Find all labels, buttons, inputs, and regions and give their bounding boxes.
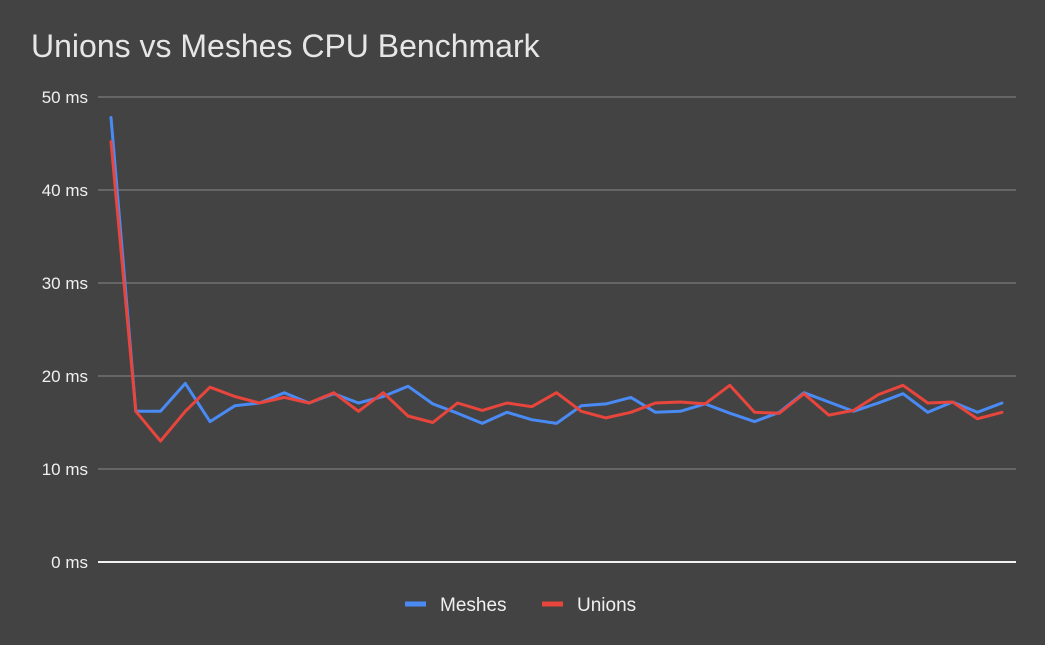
data-point [555,391,559,395]
y-tick-label: 0 ms [51,553,88,572]
data-point [332,391,336,395]
y-axis-ticks: 0 ms 10 ms 20 ms 30 ms 40 ms 50 ms [42,88,88,572]
series-unions [109,140,1004,443]
data-point [282,391,286,395]
data-point [208,385,212,389]
data-point [530,405,534,409]
data-point [975,410,979,414]
data-point [357,409,361,413]
data-point [753,420,757,424]
legend-swatch [405,601,426,607]
data-point [480,421,484,425]
data-point [728,383,732,387]
data-point [629,410,633,414]
data-point [579,404,583,408]
data-point [505,401,509,405]
data-point [134,409,138,413]
y-tick-label: 50 ms [42,88,88,107]
data-point [926,401,930,405]
data-point [233,394,237,398]
y-tick-label: 30 ms [42,274,88,293]
data-point [431,402,435,406]
legend: Meshes Unions [405,595,636,616]
y-tick-label: 10 ms [42,460,88,479]
data-point [183,381,187,385]
data-point [951,400,955,404]
data-point [456,401,460,405]
data-point [381,391,385,395]
data-point [456,411,460,415]
data-point [579,409,583,413]
data-point [406,414,410,418]
data-point [678,409,682,413]
data-point [876,401,880,405]
legend-label: Meshes [440,595,507,616]
data-point [431,421,435,425]
legend-label: Unions [577,595,636,616]
data-point [703,402,707,406]
data-point [357,401,361,405]
data-point [307,401,311,405]
data-point [406,384,410,388]
gridlines [98,96,1016,563]
data-point [109,140,113,144]
data-point [555,421,559,425]
data-point [530,418,534,422]
y-tick-label: 20 ms [42,367,88,386]
data-point [827,400,831,404]
data-point [233,404,237,408]
legend-swatch [542,601,563,607]
series-line-meshes [109,116,1004,425]
series-meshes [109,115,1004,425]
data-point [654,410,658,414]
data-point [901,383,905,387]
data-point [480,408,484,412]
data-point [852,408,856,412]
legend-item-unions: Unions [542,595,636,616]
legend-item-meshes: Meshes [405,595,507,616]
data-point [282,395,286,399]
series-line-unions [109,140,1004,443]
data-point [183,409,187,413]
data-point [802,392,806,396]
data-point [208,420,212,424]
data-point [159,439,163,443]
data-point [876,393,880,397]
data-point [654,401,658,405]
data-point [777,411,781,415]
data-point [975,417,979,421]
data-point [1000,410,1004,414]
data-point [728,411,732,415]
chart-title: Unions vs Meshes CPU Benchmark [31,28,541,64]
data-point [159,409,163,413]
data-point [753,410,757,414]
data-point [505,410,509,414]
data-point [258,401,262,405]
y-tick-label: 40 ms [42,181,88,200]
data-point [901,392,905,396]
data-point [926,410,930,414]
data-point [109,115,113,119]
series-lines [109,115,1004,443]
data-point [678,400,682,404]
data-point [1000,401,1004,405]
data-point [604,416,608,420]
data-point [629,395,633,399]
data-point [604,402,608,406]
data-point [827,413,831,417]
